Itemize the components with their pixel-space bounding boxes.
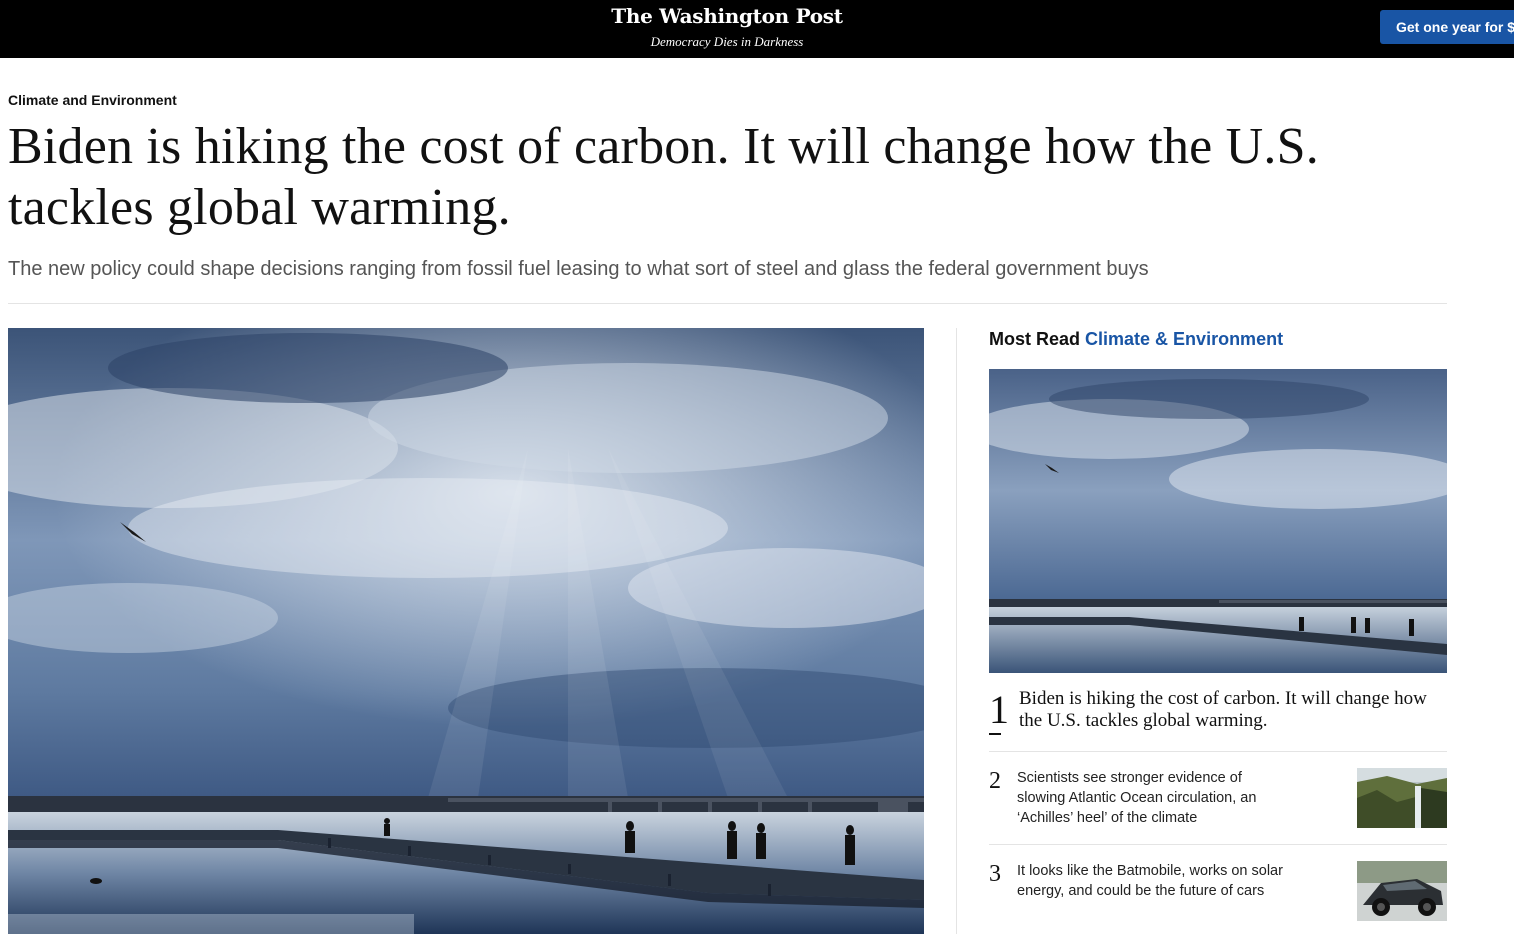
most-read-headline[interactable]: It looks like the Batmobile, works on so… — [1017, 863, 1283, 899]
item-divider — [989, 751, 1447, 752]
most-read-headline[interactable]: Biden is hiking the cost of carbon. It w… — [1019, 688, 1427, 731]
subscribe-button[interactable]: Get one year for $ — [1380, 10, 1514, 44]
site-tagline: Democracy Dies in Darkness — [650, 34, 804, 49]
rank-number: 1 — [989, 687, 1009, 732]
article-headline: Biden is hiking the cost of carbon. It w… — [8, 118, 1319, 236]
rank-underline — [989, 733, 1001, 735]
solar-car-thumbnail[interactable] — [1357, 861, 1447, 921]
most-read-section-link[interactable]: Climate & Environment — [1085, 329, 1284, 349]
rank-number: 3 — [989, 861, 1001, 887]
item-divider — [989, 844, 1447, 845]
most-read-prefix: Most Read — [989, 329, 1081, 349]
most-read-featured-image[interactable] — [989, 369, 1447, 673]
site-logo[interactable]: The Washington Post — [611, 4, 843, 28]
most-read-headline[interactable]: Scientists see stronger evidence of slow… — [1017, 770, 1257, 826]
header-divider — [8, 303, 1447, 304]
top-bar: The Washington Post Democracy Dies in Da… — [0, 0, 1514, 58]
column-divider — [956, 328, 957, 934]
section-kicker[interactable]: Climate and Environment — [8, 92, 177, 108]
waterfall-thumbnail[interactable] — [1357, 768, 1447, 828]
article-dek: The new policy could shape decisions ran… — [8, 258, 1149, 280]
most-read-title: Most Read Climate & Environment — [989, 329, 1283, 350]
rank-number: 2 — [989, 768, 1001, 794]
hero-image — [8, 328, 924, 934]
